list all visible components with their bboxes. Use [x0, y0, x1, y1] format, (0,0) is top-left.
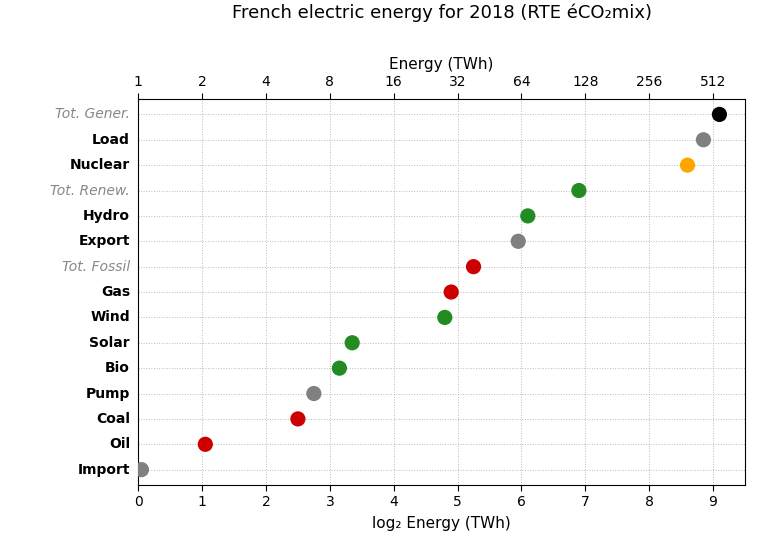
Point	[333, 364, 346, 372]
Text: Tot. Gener.: Tot. Gener.	[55, 107, 130, 121]
Point	[445, 288, 457, 296]
Point	[521, 212, 534, 220]
Text: Pump: Pump	[85, 387, 130, 401]
Point	[512, 237, 525, 246]
Point	[697, 136, 710, 144]
X-axis label: Energy (TWh): Energy (TWh)	[389, 57, 494, 72]
Point	[573, 186, 585, 195]
Point	[199, 440, 211, 449]
Text: Export: Export	[78, 234, 130, 249]
Text: Tot. Renew.: Tot. Renew.	[50, 183, 130, 197]
Point	[292, 414, 304, 423]
Text: Gas: Gas	[101, 285, 130, 299]
Point	[135, 465, 147, 474]
Text: Import: Import	[78, 463, 130, 477]
Text: Oil: Oil	[109, 437, 130, 451]
Text: Hydro: Hydro	[83, 209, 130, 223]
Point	[681, 161, 694, 170]
Text: Solar: Solar	[89, 336, 130, 350]
Text: Wind: Wind	[91, 310, 130, 325]
Point	[308, 389, 320, 398]
X-axis label: log₂ Energy (TWh): log₂ Energy (TWh)	[372, 516, 511, 531]
Point	[468, 262, 480, 271]
Point	[346, 338, 359, 347]
Text: Bio: Bio	[105, 361, 130, 375]
Title: French electric energy for 2018 (RTE éCO₂mix): French electric energy for 2018 (RTE éCO…	[232, 4, 651, 23]
Point	[713, 110, 726, 119]
Text: Load: Load	[92, 133, 130, 147]
Text: Coal: Coal	[96, 412, 130, 426]
Text: Tot. Fossil: Tot. Fossil	[61, 260, 130, 274]
Point	[439, 313, 451, 322]
Text: Nuclear: Nuclear	[70, 158, 130, 172]
